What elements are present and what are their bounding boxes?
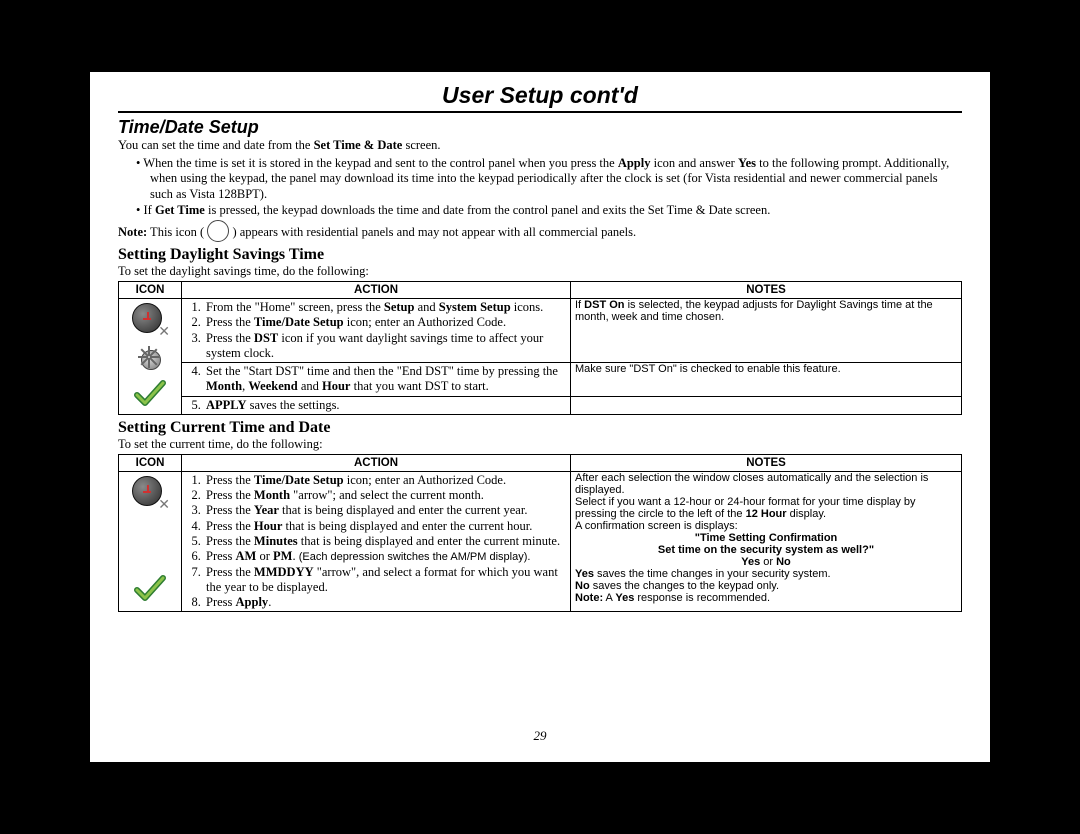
- dst-table: Icon Action Notes ✕: [118, 281, 962, 415]
- dst-step-5: APPLY saves the settings.: [204, 398, 566, 413]
- dst-note-2: Make sure "DST On" is checked to enable …: [571, 363, 962, 397]
- table-row: ✕: [119, 299, 962, 363]
- col-icon: Icon: [119, 282, 182, 299]
- note-circle-icon: [207, 220, 229, 242]
- page-number: 29: [90, 728, 990, 744]
- ctd-notes: After each selection the window closes a…: [571, 471, 962, 611]
- sun-icon: [132, 341, 168, 377]
- section-heading-timedate: Time/Date Setup: [118, 117, 962, 138]
- bullet-2: If Get Time is pressed, the keypad downl…: [136, 203, 962, 219]
- dst-steps-1-3: From the "Home" screen, press the Setup …: [204, 300, 566, 361]
- col-action: Action: [182, 454, 571, 471]
- check-icon: [133, 379, 167, 407]
- clock-gear-icon: ✕: [132, 303, 168, 339]
- table-row: ✕ Press the Time/Date Setup icon; enter …: [119, 471, 962, 611]
- icon-stack: ✕: [123, 476, 177, 602]
- col-notes: Notes: [571, 454, 962, 471]
- col-icon: Icon: [119, 454, 182, 471]
- intro-text: You can set the time and date from the S…: [118, 138, 962, 154]
- ctd-steps: Press the Time/Date Setup icon; enter an…: [204, 473, 566, 610]
- section-heading-dst: Setting Daylight Savings Time: [118, 246, 962, 264]
- dst-lead: To set the daylight savings time, do the…: [118, 264, 962, 279]
- dst-step-4: Set the "Start DST" time and then the "E…: [204, 364, 566, 395]
- table-row: APPLY saves the settings.: [119, 396, 962, 414]
- icon-stack: ✕: [123, 303, 177, 407]
- col-notes: Notes: [571, 282, 962, 299]
- table-row: Set the "Start DST" time and then the "E…: [119, 363, 962, 397]
- note-line: Note: This icon ( ) appears with residen…: [118, 220, 962, 242]
- col-action: Action: [182, 282, 571, 299]
- ctd-table: Icon Action Notes ✕ Press the Time/Date: [118, 454, 962, 612]
- dst-note-1: If DST On is selected, the keypad adjust…: [571, 299, 962, 363]
- check-icon: [133, 574, 167, 602]
- page-title: User Setup cont'd: [118, 82, 962, 113]
- clock-gear-icon: ✕: [132, 476, 168, 512]
- bullet-1: When the time is set it is stored in the…: [136, 156, 962, 203]
- table-header-row: Icon Action Notes: [119, 282, 962, 299]
- intro-bullets: When the time is set it is stored in the…: [136, 156, 962, 219]
- table-header-row: Icon Action Notes: [119, 454, 962, 471]
- section-heading-ctd: Setting Current Time and Date: [118, 419, 962, 437]
- ctd-lead: To set the current time, do the followin…: [118, 437, 962, 452]
- document-page: User Setup cont'd Time/Date Setup You ca…: [90, 72, 990, 762]
